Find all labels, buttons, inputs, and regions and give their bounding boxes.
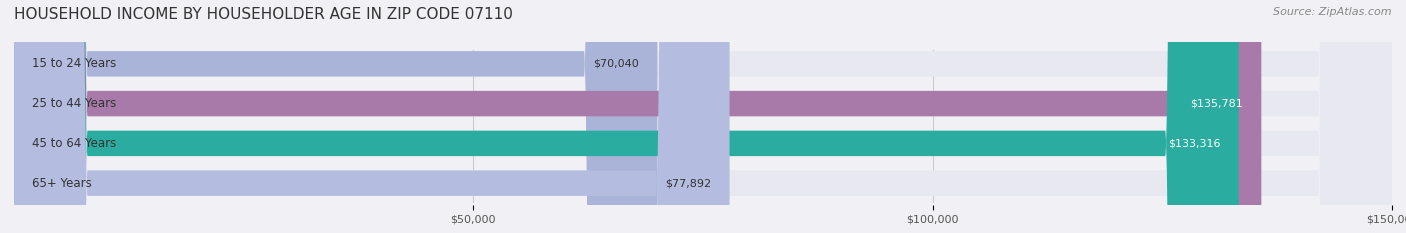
FancyBboxPatch shape	[14, 0, 1261, 233]
Text: 45 to 64 Years: 45 to 64 Years	[32, 137, 117, 150]
FancyBboxPatch shape	[14, 0, 1239, 233]
Text: $133,316: $133,316	[1168, 138, 1220, 148]
FancyBboxPatch shape	[14, 0, 1392, 233]
Text: $70,040: $70,040	[593, 59, 640, 69]
FancyBboxPatch shape	[14, 0, 658, 233]
FancyBboxPatch shape	[14, 0, 1392, 233]
Text: 65+ Years: 65+ Years	[32, 177, 93, 190]
FancyBboxPatch shape	[14, 0, 730, 233]
Text: Source: ZipAtlas.com: Source: ZipAtlas.com	[1274, 7, 1392, 17]
FancyBboxPatch shape	[14, 0, 1392, 233]
Text: 15 to 24 Years: 15 to 24 Years	[32, 57, 117, 70]
FancyBboxPatch shape	[14, 0, 1392, 233]
Text: 25 to 44 Years: 25 to 44 Years	[32, 97, 117, 110]
Text: $77,892: $77,892	[665, 178, 711, 188]
Text: $135,781: $135,781	[1191, 99, 1243, 109]
Text: HOUSEHOLD INCOME BY HOUSEHOLDER AGE IN ZIP CODE 07110: HOUSEHOLD INCOME BY HOUSEHOLDER AGE IN Z…	[14, 7, 513, 22]
